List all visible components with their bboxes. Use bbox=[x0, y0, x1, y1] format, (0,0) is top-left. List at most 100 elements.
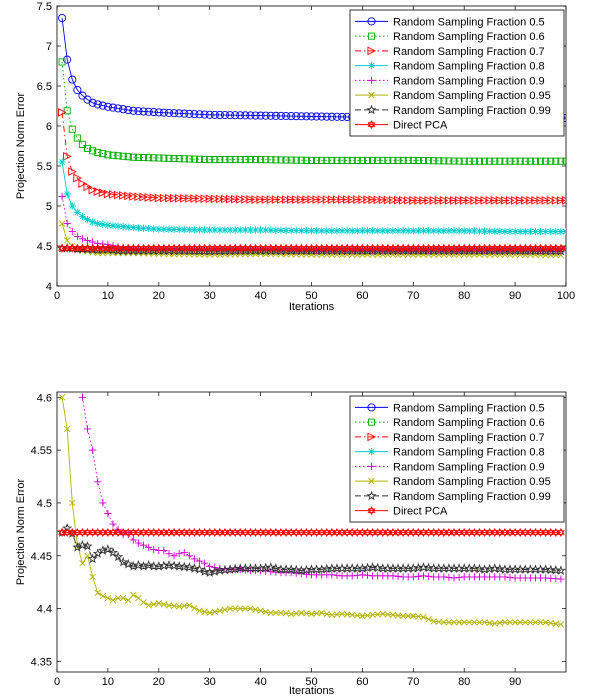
data-point bbox=[104, 528, 112, 538]
data-point bbox=[216, 226, 224, 234]
data-point bbox=[200, 528, 209, 538]
data-point bbox=[409, 227, 417, 235]
data-point bbox=[293, 610, 300, 617]
data-point bbox=[470, 243, 479, 253]
data-point bbox=[343, 156, 351, 164]
data-point bbox=[547, 228, 555, 236]
data-point bbox=[394, 156, 402, 164]
data-point bbox=[465, 243, 474, 253]
data-point bbox=[292, 528, 301, 538]
data-point bbox=[150, 225, 158, 233]
data-point bbox=[399, 156, 407, 164]
data-point bbox=[114, 594, 122, 602]
data-point bbox=[93, 100, 102, 109]
data-point bbox=[495, 243, 504, 253]
data-point bbox=[221, 528, 229, 538]
data-point bbox=[460, 528, 469, 538]
data-point bbox=[221, 156, 229, 164]
data-point bbox=[536, 228, 545, 236]
data-point bbox=[419, 157, 427, 165]
x-tick-label: 40 bbox=[254, 676, 266, 688]
data-point bbox=[205, 110, 214, 119]
data-point bbox=[68, 167, 77, 176]
data-point bbox=[89, 147, 97, 155]
data-point bbox=[63, 237, 71, 244]
data-point bbox=[516, 196, 525, 205]
data-point bbox=[465, 196, 474, 205]
data-point bbox=[190, 226, 199, 234]
data-point bbox=[322, 243, 331, 253]
data-point bbox=[241, 243, 250, 253]
data-point bbox=[68, 228, 76, 236]
data-point bbox=[68, 528, 77, 538]
data-point bbox=[251, 156, 260, 164]
legend-label: Random Sampling Fraction 0.8 bbox=[393, 61, 545, 73]
data-point bbox=[139, 528, 148, 538]
data-point bbox=[418, 562, 429, 572]
data-point bbox=[231, 528, 240, 538]
data-point bbox=[440, 227, 448, 235]
data-point bbox=[506, 619, 514, 626]
data-point bbox=[236, 226, 244, 234]
data-point bbox=[118, 556, 129, 567]
data-point bbox=[496, 227, 504, 235]
data-point bbox=[455, 243, 464, 253]
data-point bbox=[521, 528, 530, 538]
data-point bbox=[353, 528, 362, 538]
data-point bbox=[307, 528, 316, 538]
data-point bbox=[83, 216, 92, 224]
data-point bbox=[190, 243, 199, 253]
data-point bbox=[419, 528, 428, 538]
data-point bbox=[58, 243, 66, 253]
data-point bbox=[286, 564, 297, 574]
data-point bbox=[149, 528, 158, 538]
data-point bbox=[384, 156, 392, 164]
data-point bbox=[348, 243, 357, 253]
data-point bbox=[282, 243, 290, 253]
data-point bbox=[287, 195, 296, 204]
data-point bbox=[475, 157, 483, 165]
series-2 bbox=[58, 58, 566, 165]
data-point bbox=[526, 196, 535, 205]
data-point bbox=[536, 243, 545, 253]
data-point bbox=[541, 528, 550, 538]
data-point bbox=[562, 157, 566, 165]
data-point bbox=[532, 619, 539, 626]
y-tick-label: 6.5 bbox=[37, 81, 52, 93]
data-point bbox=[73, 243, 82, 253]
data-point bbox=[124, 105, 133, 115]
data-point bbox=[221, 243, 229, 253]
data-point bbox=[419, 243, 428, 253]
x-tick-label: 100 bbox=[557, 290, 575, 302]
data-point bbox=[144, 528, 153, 538]
data-point bbox=[378, 195, 388, 205]
data-point bbox=[405, 612, 412, 620]
data-point bbox=[98, 243, 107, 253]
data-point bbox=[266, 195, 276, 204]
data-point bbox=[113, 551, 124, 562]
data-point bbox=[63, 220, 71, 228]
data-point bbox=[190, 555, 199, 563]
data-point bbox=[210, 528, 219, 538]
x-tick-label: 30 bbox=[204, 676, 216, 688]
data-point bbox=[277, 609, 285, 617]
legend: Random Sampling Fraction 0.5 Random Sampl… bbox=[349, 9, 565, 137]
data-point bbox=[210, 243, 219, 253]
data-point bbox=[414, 572, 422, 580]
data-point bbox=[124, 223, 132, 231]
data-point bbox=[434, 528, 443, 538]
data-point bbox=[460, 196, 469, 205]
data-point bbox=[389, 572, 397, 580]
data-point bbox=[536, 196, 546, 205]
data-point bbox=[181, 602, 188, 610]
data-point bbox=[379, 610, 386, 618]
data-point bbox=[358, 571, 366, 579]
data-point bbox=[384, 611, 392, 618]
data-point bbox=[343, 528, 352, 538]
data-point bbox=[153, 561, 164, 571]
data-point bbox=[165, 243, 173, 253]
legend: Random Sampling Fraction 0.5 Random Sampl… bbox=[349, 395, 565, 523]
data-point bbox=[348, 195, 357, 204]
data-point bbox=[313, 610, 320, 617]
data-point bbox=[155, 154, 163, 162]
